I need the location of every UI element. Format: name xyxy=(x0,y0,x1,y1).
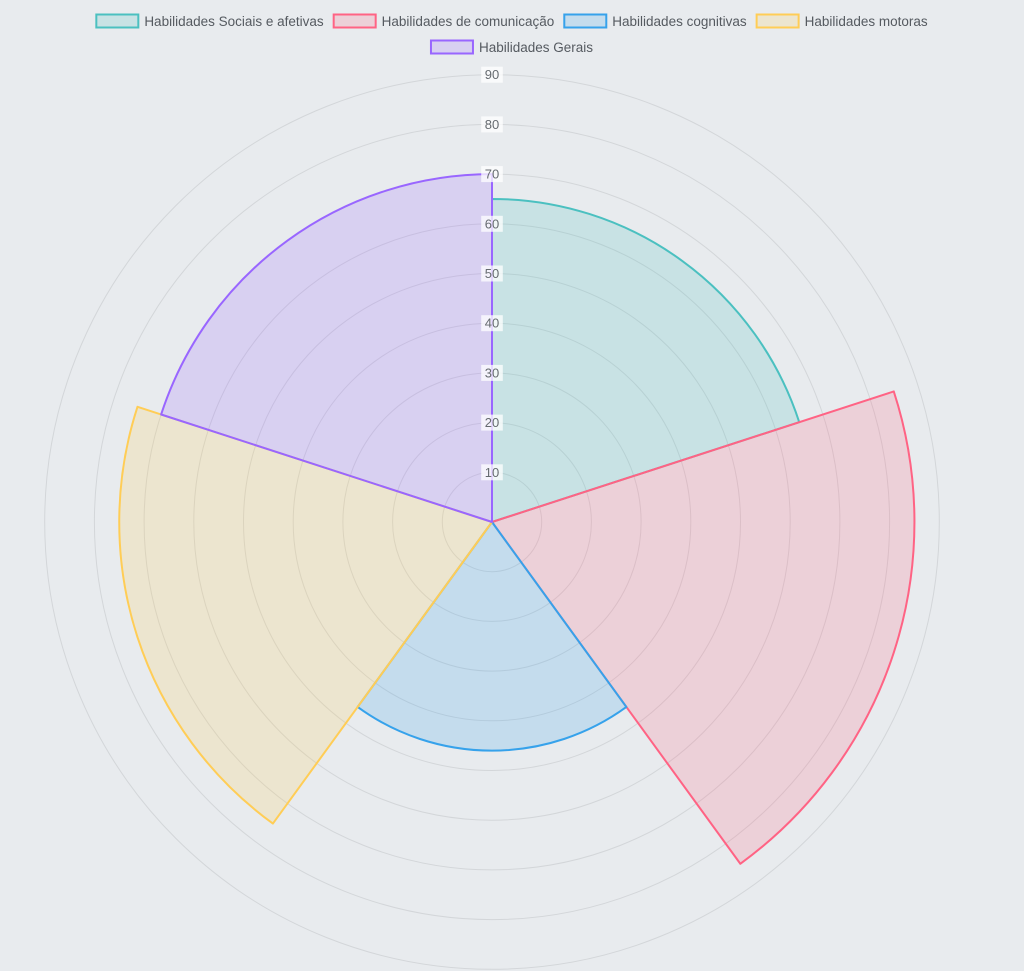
tick-label-50: 50 xyxy=(485,266,499,281)
tick-label-70: 70 xyxy=(485,167,499,182)
legend-label-5[interactable]: Habilidades Gerais xyxy=(479,40,593,55)
legend-swatch-1[interactable] xyxy=(95,13,140,29)
tick-backdrop xyxy=(481,215,503,232)
legend-swatch-3[interactable] xyxy=(563,13,608,29)
tick-label-30: 30 xyxy=(485,365,499,380)
tick-label-10: 10 xyxy=(485,465,499,480)
sector-4[interactable] xyxy=(118,405,493,825)
radial-ticks: 10 20 30 40 50 60 70 80 90 xyxy=(481,66,503,481)
legend-swatch-2[interactable] xyxy=(332,13,377,29)
tick-backdrop xyxy=(481,315,503,332)
legend-label-1[interactable]: Habilidades Sociais e afetivas xyxy=(144,14,324,29)
tick-label-20: 20 xyxy=(485,415,499,430)
legend-label-3[interactable]: Habilidades cognitivas xyxy=(612,14,747,29)
legend-label-4[interactable]: Habilidades motoras xyxy=(805,14,928,29)
tick-backdrop xyxy=(481,265,503,282)
tick-label-60: 60 xyxy=(485,216,499,231)
tick-label-80: 80 xyxy=(485,117,499,132)
tick-label-40: 40 xyxy=(485,316,499,331)
legend-swatch-4[interactable] xyxy=(755,13,800,29)
sector-5[interactable] xyxy=(160,173,493,523)
sectors xyxy=(118,173,916,865)
sector-3[interactable] xyxy=(356,521,628,752)
tick-backdrop xyxy=(481,66,503,83)
tick-backdrop xyxy=(481,364,503,381)
legend-label-2[interactable]: Habilidades de comunicação xyxy=(382,14,555,29)
legend-swatch-5[interactable] xyxy=(429,39,474,55)
sector-1[interactable] xyxy=(491,197,801,523)
tick-label-90: 90 xyxy=(485,67,499,82)
legend: Habilidades Sociais e afetivas Habilidade… xyxy=(95,13,928,55)
tick-backdrop xyxy=(481,414,503,431)
tick-backdrop xyxy=(481,166,503,183)
tick-backdrop xyxy=(481,464,503,481)
tick-backdrop xyxy=(481,116,503,133)
sector-2[interactable] xyxy=(491,390,916,865)
